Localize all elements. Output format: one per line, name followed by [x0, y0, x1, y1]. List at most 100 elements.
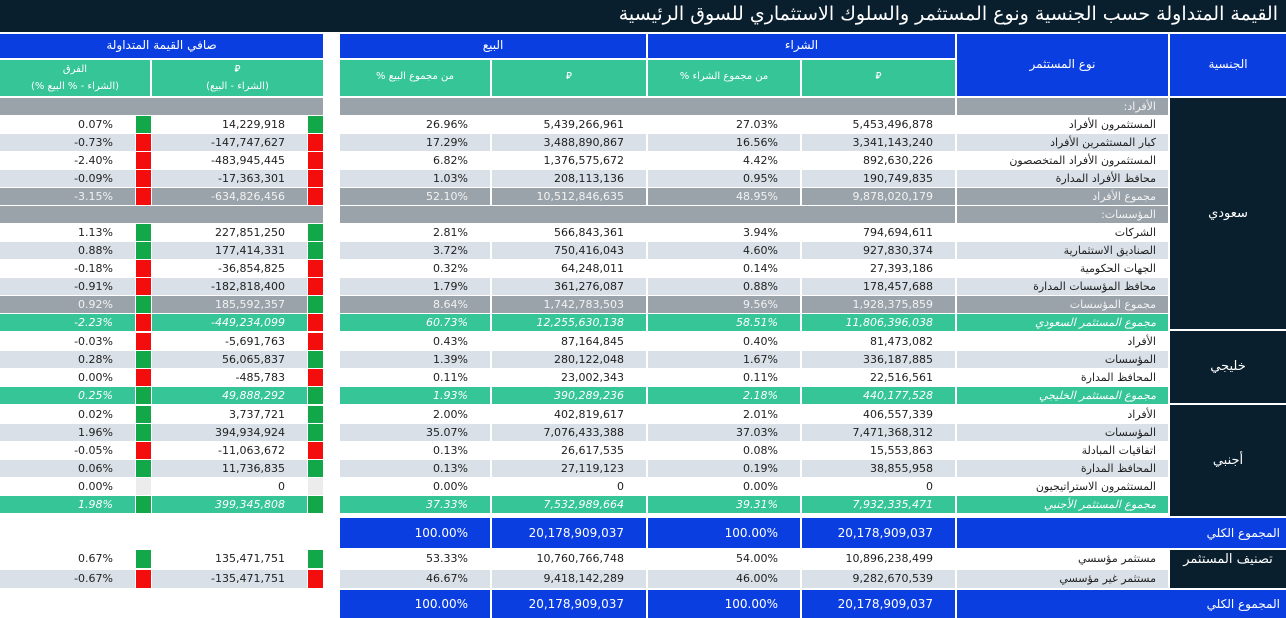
sell-pct: 37.33% [340, 496, 490, 513]
buy-value: 1,928,375,859 [802, 296, 955, 313]
header-net-sar: ⃁ (الشراء - البيع) [152, 60, 323, 96]
net-value: -36,854,825 [152, 260, 307, 277]
sell-value: 10,760,766,748 [492, 550, 646, 568]
diff-indicator-neg [136, 442, 151, 459]
buy-value: 794,694,611 [802, 224, 955, 241]
diff-indicator-neg [136, 152, 151, 169]
buy-value: 336,187,885 [802, 351, 955, 368]
net-value: -182,818,400 [152, 278, 307, 295]
net-indicator-pos [308, 351, 323, 368]
diff-value: -0.73% [0, 134, 135, 151]
diff-indicator-neg [136, 278, 151, 295]
buy-value: 27,393,186 [802, 260, 955, 277]
investor-type-label: المؤسسات [957, 424, 1168, 441]
investor-type-label: الأفراد [957, 333, 1168, 350]
diff-indicator-pos [136, 242, 151, 259]
sell-value: 0 [492, 478, 646, 495]
net-indicator-pos [308, 224, 323, 241]
diff-value: -2.40% [0, 152, 135, 169]
net-value: 227,851,250 [152, 224, 307, 241]
net-value: 14,229,918 [152, 116, 307, 133]
sell-pct: 1.93% [340, 387, 490, 404]
sell-pct: 1.39% [340, 351, 490, 368]
investor-type-label: المحافظ المدارة [957, 369, 1168, 386]
grand-total-2-buy-pct: 100.00% [648, 590, 800, 618]
sell-pct: 6.82% [340, 152, 490, 169]
sell-pct: 0.13% [340, 460, 490, 477]
net-value: 11,736,835 [152, 460, 307, 477]
sell-pct: 60.73% [340, 314, 490, 331]
net-indicator-neg [308, 278, 323, 295]
buy-value: 9,282,670,539 [802, 570, 955, 588]
sell-value: 750,416,043 [492, 242, 646, 259]
nationality-saudi: سعودي [1170, 98, 1286, 329]
net-value: -634,826,456 [152, 188, 307, 205]
buy-pct: 58.51% [648, 314, 800, 331]
grand-total-sell-pct: 100.00% [340, 518, 490, 548]
sell-value: 390,289,236 [492, 387, 646, 404]
buy-pct: 39.31% [648, 496, 800, 513]
nationality-gulf: خليجي [1170, 331, 1286, 403]
riyal-icon: ⃁ [234, 64, 241, 75]
diff-indicator-neg [136, 188, 151, 205]
investor-type-label: المستثمرون الاستراتيجيون [957, 478, 1168, 495]
page-title-bar: القيمة المتداولة حسب الجنسية ونوع المستث… [0, 0, 1286, 32]
diff-indicator-pos [136, 406, 151, 423]
net-indicator-pos [308, 406, 323, 423]
sell-pct: 0.11% [340, 369, 490, 386]
net-value: -449,234,099 [152, 314, 307, 331]
net-value: -483,945,445 [152, 152, 307, 169]
diff-value: -0.67% [0, 570, 135, 588]
grand-total-buy-pct: 100.00% [648, 518, 800, 548]
sell-value: 208,113,136 [492, 170, 646, 187]
diff-value: -0.18% [0, 260, 135, 277]
sell-value: 64,248,011 [492, 260, 646, 277]
sell-pct: 1.03% [340, 170, 490, 187]
buy-pct: 1.67% [648, 351, 800, 368]
net-indicator-neg [308, 170, 323, 187]
net-value: -5,691,763 [152, 333, 307, 350]
page-title: القيمة المتداولة حسب الجنسية ونوع المستث… [618, 3, 1278, 25]
net-indicator-neg [308, 442, 323, 459]
diff-value: 0.02% [0, 406, 135, 423]
header-sell: البيع [340, 34, 646, 58]
investor-type-label: كبار المستثمرين الأفراد [957, 134, 1168, 151]
diff-value: -2.23% [0, 314, 135, 331]
header-buy-pct: % من مجموع الشراء [648, 60, 800, 96]
diff-value: 0.25% [0, 387, 135, 404]
buy-pct: 46.00% [648, 570, 800, 588]
grand-total-2-label: المجموع الكلي [957, 590, 1286, 618]
buy-pct: 27.03% [648, 116, 800, 133]
buy-pct: 4.60% [648, 242, 800, 259]
buy-value: 892,630,226 [802, 152, 955, 169]
investor-type-label: المؤسسات [957, 351, 1168, 368]
diff-value: 1.13% [0, 224, 135, 241]
diff-value: 0.00% [0, 478, 135, 495]
sell-pct: 2.81% [340, 224, 490, 241]
sell-value: 1,742,783,503 [492, 296, 646, 313]
diff-value: -3.15% [0, 188, 135, 205]
sell-pct: 35.07% [340, 424, 490, 441]
buy-pct: 9.56% [648, 296, 800, 313]
sell-value: 10,512,846,635 [492, 188, 646, 205]
net-indicator-neg [308, 314, 323, 331]
sell-value: 402,819,617 [492, 406, 646, 423]
diff-indicator-pos [136, 460, 151, 477]
diff-value: 0.28% [0, 351, 135, 368]
investor-type-label: مستثمر مؤسسي [957, 550, 1168, 568]
grand-total-2-sell-pct: 100.00% [340, 590, 490, 618]
investor-type-label: مجموع المستثمر الأجنبي [957, 496, 1168, 513]
sell-value: 3,488,890,867 [492, 134, 646, 151]
investor-type-label: المستثمرون الأفراد [957, 116, 1168, 133]
sell-pct: 17.29% [340, 134, 490, 151]
investor-type-label: مجموع المستثمر السعودي [957, 314, 1168, 331]
buy-value: 11,806,396,038 [802, 314, 955, 331]
grand-total-buy: 20,178,909,037 [802, 518, 955, 548]
net-value: -17,363,301 [152, 170, 307, 187]
buy-pct: 0.88% [648, 278, 800, 295]
investor-type-label: مستثمر غير مؤسسي [957, 570, 1168, 588]
investor-type-label: محافظ الأفراد المدارة [957, 170, 1168, 187]
net-value: 177,414,331 [152, 242, 307, 259]
buy-pct: 4.42% [648, 152, 800, 169]
nationality-foreign: أجنبي [1170, 405, 1286, 516]
